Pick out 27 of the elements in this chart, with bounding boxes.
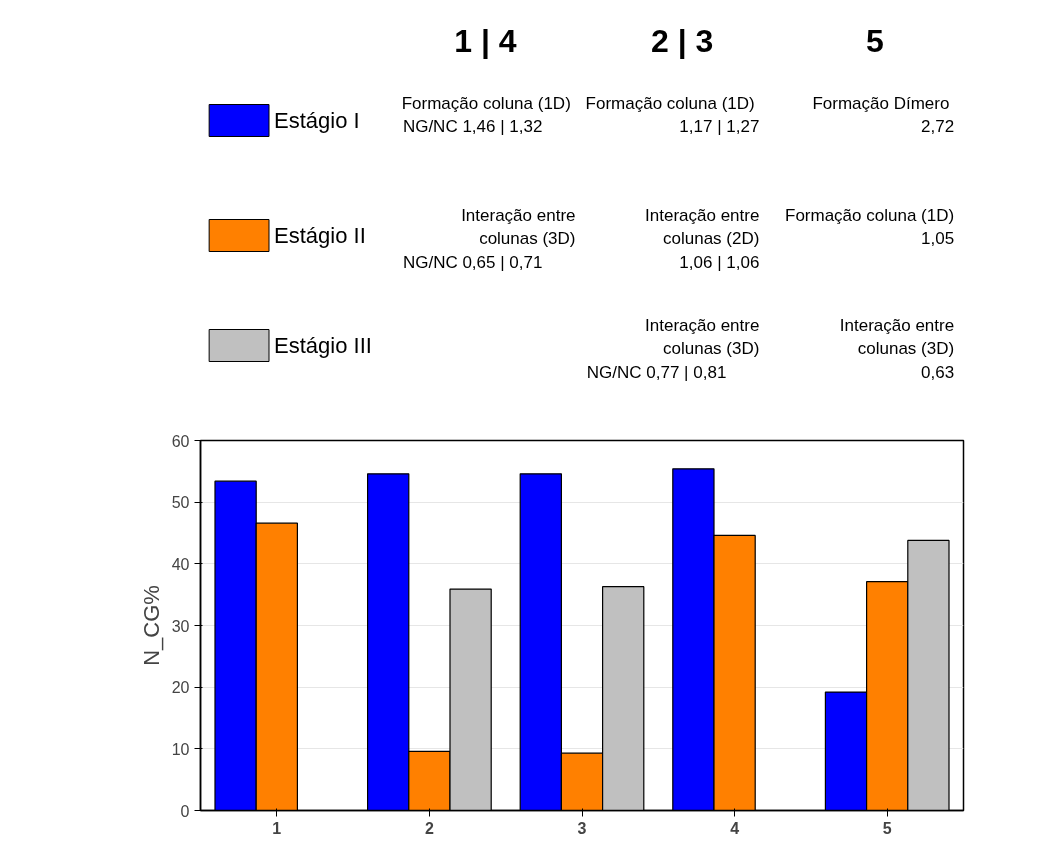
x-tick-label: 2 <box>424 819 434 837</box>
text: Formação Dímero 2,72 <box>812 93 955 137</box>
text: 5 <box>865 22 884 59</box>
y-tick-label: 30 <box>171 617 190 635</box>
legend-label: Estágio II <box>274 223 366 248</box>
legend-label: Estágio I <box>274 108 360 133</box>
text: Formação coluna (1D) 1,05 <box>785 205 955 249</box>
y-tick-label: 60 <box>171 432 190 450</box>
x-tick-label: 5 <box>882 819 892 837</box>
text: Interação entre colunas (3D) NG/NC 0,65 | 0,71 <box>402 205 576 272</box>
legend-label: Estágio III <box>274 333 372 358</box>
x-tick-label: 3 <box>577 819 587 837</box>
y-tick-label: 20 <box>171 679 190 697</box>
text: Interação entre colunas (3D) 0,63 <box>839 315 955 382</box>
text: Formação coluna (1D) NG/NC 1,46 | 1,32 <box>401 93 571 137</box>
y-axis-title: N_CG% <box>138 585 164 666</box>
y-tick-label: 10 <box>171 740 190 758</box>
y-tick-label: 0 <box>180 802 190 820</box>
text: Formação coluna (1D) 1,17 | 1,27 <box>585 93 760 137</box>
x-tick-label: 4 <box>730 819 740 837</box>
text: 2 | 3 <box>651 22 714 59</box>
text: Interação entre colunas (2D) 1,06 | 1,06 <box>645 205 760 272</box>
text: Interação entre colunas (3D) NG/NC 0,77 | 0,81 <box>586 315 760 382</box>
y-tick-label: 40 <box>171 555 190 573</box>
x-tick-label: 1 <box>272 819 282 837</box>
text: 1 | 4 <box>454 22 517 59</box>
y-tick-label: 50 <box>171 494 190 512</box>
